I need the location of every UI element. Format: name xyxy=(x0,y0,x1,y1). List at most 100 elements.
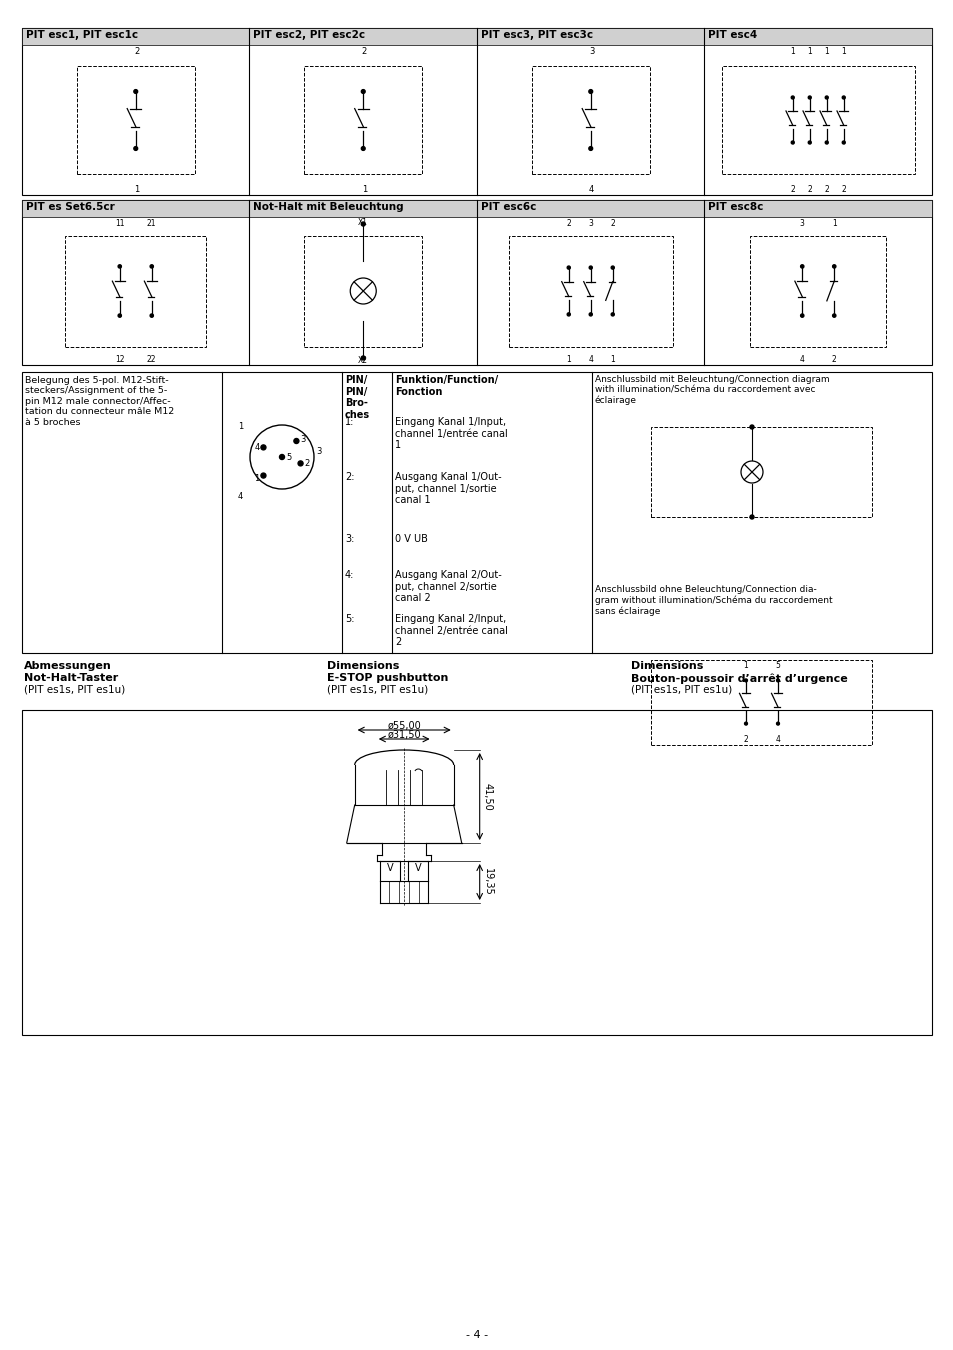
Text: (PIT es1s, PIT es1u): (PIT es1s, PIT es1u) xyxy=(327,684,428,695)
Text: 2: 2 xyxy=(823,185,828,194)
Text: 2: 2 xyxy=(361,47,367,55)
Circle shape xyxy=(790,140,794,144)
Bar xyxy=(476,28,703,45)
Text: X2: X2 xyxy=(358,356,368,365)
Text: 5:: 5: xyxy=(345,614,355,624)
Text: 19,35: 19,35 xyxy=(482,868,492,896)
Text: E-STOP pushbutton: E-STOP pushbutton xyxy=(327,674,448,683)
Text: 1: 1 xyxy=(254,474,259,483)
Bar xyxy=(703,28,931,45)
Bar xyxy=(22,28,250,45)
Text: 4: 4 xyxy=(589,185,594,194)
Text: 0 V UB: 0 V UB xyxy=(395,535,428,544)
Text: 3: 3 xyxy=(799,219,803,228)
Circle shape xyxy=(800,315,803,317)
Bar xyxy=(703,200,931,217)
Text: 2:: 2: xyxy=(345,472,355,482)
Circle shape xyxy=(567,313,570,316)
Text: 2: 2 xyxy=(831,355,836,364)
Text: 2: 2 xyxy=(841,185,845,194)
Circle shape xyxy=(749,514,753,518)
Text: 3: 3 xyxy=(300,436,306,444)
Circle shape xyxy=(567,266,570,269)
Circle shape xyxy=(133,147,137,150)
Text: 2: 2 xyxy=(806,185,811,194)
Text: 1: 1 xyxy=(831,219,836,228)
Text: 4: 4 xyxy=(254,443,259,452)
Text: PIN/
PIN/
Bro-
ches: PIN/ PIN/ Bro- ches xyxy=(345,375,370,420)
Bar xyxy=(304,66,422,174)
Text: Not-Halt-Taster: Not-Halt-Taster xyxy=(24,674,118,683)
Circle shape xyxy=(150,265,153,269)
Circle shape xyxy=(776,722,779,725)
Text: - 4 -: - 4 - xyxy=(465,1330,488,1341)
Bar xyxy=(250,28,476,45)
Text: 3: 3 xyxy=(315,447,321,456)
Circle shape xyxy=(588,89,592,93)
Text: 1: 1 xyxy=(610,355,615,364)
Circle shape xyxy=(589,313,592,316)
Circle shape xyxy=(261,472,266,478)
Circle shape xyxy=(294,439,298,444)
Text: (PIT es1s, PIT es1u): (PIT es1s, PIT es1u) xyxy=(24,684,125,695)
Text: PIT esc4: PIT esc4 xyxy=(708,30,757,40)
Text: 4:: 4: xyxy=(345,570,354,580)
Circle shape xyxy=(807,140,810,144)
Circle shape xyxy=(824,140,827,144)
Circle shape xyxy=(841,96,844,99)
Text: 2: 2 xyxy=(134,47,139,55)
Text: 5: 5 xyxy=(286,452,291,462)
Circle shape xyxy=(841,140,844,144)
Circle shape xyxy=(824,96,827,99)
Circle shape xyxy=(588,147,592,150)
Circle shape xyxy=(832,265,835,269)
Circle shape xyxy=(361,147,365,150)
Bar xyxy=(304,235,422,347)
Circle shape xyxy=(749,425,753,429)
Bar xyxy=(508,235,672,347)
Text: Eingang Kanal 1/Input,
channel 1/entrée canal
1: Eingang Kanal 1/Input, channel 1/entrée … xyxy=(395,417,507,450)
Circle shape xyxy=(133,89,137,93)
Text: Anschlussbild ohne Beleuchtung/Connection dia-
gram without illumination/Schéma : Anschlussbild ohne Beleuchtung/Connectio… xyxy=(595,585,832,616)
Text: 2: 2 xyxy=(566,219,571,228)
Circle shape xyxy=(776,679,779,682)
Text: 2: 2 xyxy=(742,734,747,744)
Bar xyxy=(22,373,931,653)
Bar xyxy=(22,710,931,1035)
Text: ø55,00: ø55,00 xyxy=(387,721,420,730)
Circle shape xyxy=(807,96,810,99)
Text: 1: 1 xyxy=(806,47,811,55)
Text: Dimensions: Dimensions xyxy=(630,662,702,671)
Text: 12: 12 xyxy=(115,355,125,364)
Text: PIT esc6c: PIT esc6c xyxy=(480,202,536,212)
Bar xyxy=(749,235,885,347)
Text: Ausgang Kanal 1/Out-
put, channel 1/sortie
canal 1: Ausgang Kanal 1/Out- put, channel 1/sort… xyxy=(395,472,501,505)
Text: 2: 2 xyxy=(610,219,615,228)
Circle shape xyxy=(743,722,746,725)
Text: ø31,50: ø31,50 xyxy=(387,730,420,740)
Text: PIT esc2, PIT esc2c: PIT esc2, PIT esc2c xyxy=(253,30,365,40)
Circle shape xyxy=(297,460,303,466)
Text: Not-Halt mit Beleuchtung: Not-Halt mit Beleuchtung xyxy=(253,202,404,212)
Circle shape xyxy=(150,315,153,317)
Bar xyxy=(22,200,250,217)
Circle shape xyxy=(800,265,803,269)
Text: 1: 1 xyxy=(566,355,571,364)
Circle shape xyxy=(790,96,794,99)
Circle shape xyxy=(361,356,365,360)
Text: 11: 11 xyxy=(115,219,125,228)
Text: 3: 3 xyxy=(588,219,593,228)
Text: 1:: 1: xyxy=(345,417,354,427)
Text: 1: 1 xyxy=(841,47,845,55)
Bar xyxy=(250,200,476,217)
Text: 1: 1 xyxy=(789,47,794,55)
Text: 1: 1 xyxy=(742,660,747,670)
Circle shape xyxy=(589,266,592,269)
Text: V: V xyxy=(387,863,393,873)
Text: 41,50: 41,50 xyxy=(482,783,492,810)
Text: 2: 2 xyxy=(789,185,794,194)
Bar xyxy=(22,200,931,364)
Bar xyxy=(651,660,872,744)
Text: 4: 4 xyxy=(588,355,593,364)
Text: Belegung des 5-pol. M12-Stift-
steckers/Assignment of the 5-
pin M12 male connec: Belegung des 5-pol. M12-Stift- steckers/… xyxy=(25,377,174,427)
